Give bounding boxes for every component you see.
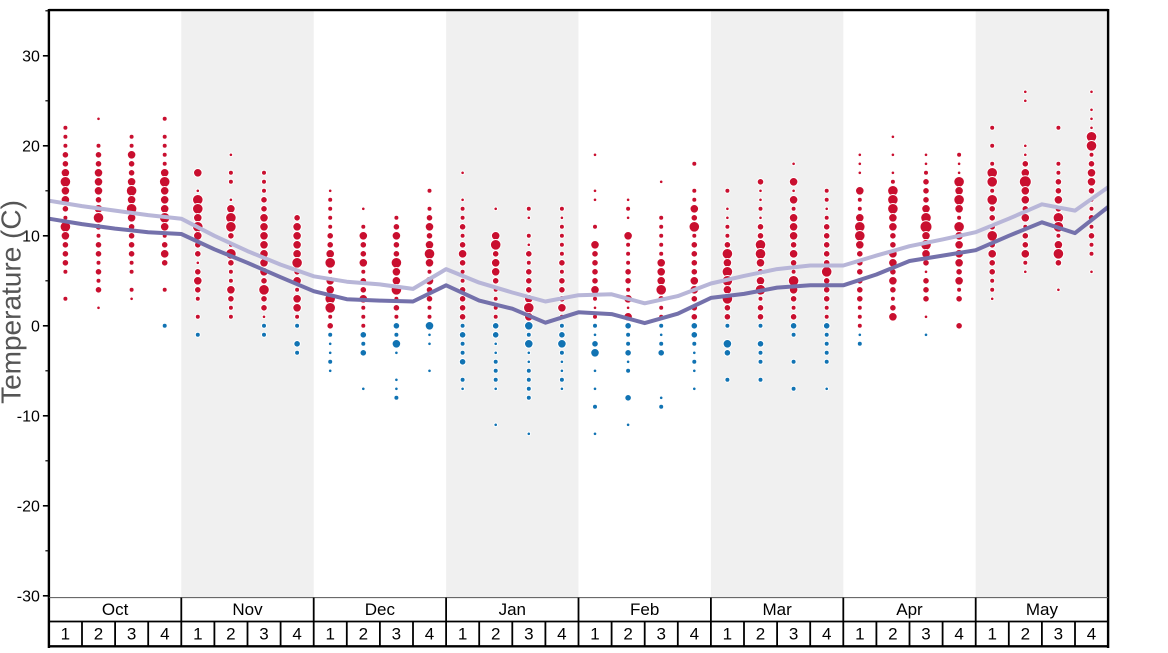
- svg-text:4: 4: [1087, 625, 1096, 644]
- svg-text:2: 2: [94, 625, 103, 644]
- svg-text:1: 1: [61, 625, 70, 644]
- svg-text:2: 2: [491, 625, 500, 644]
- svg-text:3: 3: [921, 625, 930, 644]
- svg-text:4: 4: [557, 625, 566, 644]
- svg-text:2: 2: [623, 625, 632, 644]
- svg-text:4: 4: [292, 625, 301, 644]
- svg-text:1: 1: [193, 625, 202, 644]
- svg-text:2: 2: [226, 625, 235, 644]
- svg-text:Nov: Nov: [232, 600, 263, 619]
- svg-text:3: 3: [656, 625, 665, 644]
- svg-text:4: 4: [425, 625, 434, 644]
- svg-text:3: 3: [392, 625, 401, 644]
- svg-text:Dec: Dec: [365, 600, 396, 619]
- svg-text:-10: -10: [17, 408, 40, 425]
- svg-text:4: 4: [690, 625, 699, 644]
- svg-text:1: 1: [458, 625, 467, 644]
- svg-text:-20: -20: [17, 498, 40, 515]
- svg-text:Temperature (C): Temperature (C): [0, 200, 27, 404]
- svg-text:30: 30: [22, 48, 40, 65]
- svg-text:10: 10: [22, 228, 40, 245]
- svg-text:2: 2: [1021, 625, 1030, 644]
- svg-text:3: 3: [789, 625, 798, 644]
- svg-text:20: 20: [22, 138, 40, 155]
- svg-text:May: May: [1026, 600, 1059, 619]
- svg-text:2: 2: [888, 625, 897, 644]
- svg-text:Oct: Oct: [102, 600, 129, 619]
- svg-text:1: 1: [987, 625, 996, 644]
- svg-text:3: 3: [127, 625, 136, 644]
- svg-text:Jan: Jan: [499, 600, 526, 619]
- svg-text:4: 4: [160, 625, 169, 644]
- svg-text:1: 1: [325, 625, 334, 644]
- svg-text:3: 3: [1054, 625, 1063, 644]
- svg-text:Feb: Feb: [630, 600, 659, 619]
- svg-text:4: 4: [822, 625, 831, 644]
- svg-text:2: 2: [359, 625, 368, 644]
- svg-text:4: 4: [954, 625, 963, 644]
- svg-text:-30: -30: [17, 588, 40, 605]
- svg-text:2: 2: [756, 625, 765, 644]
- svg-text:1: 1: [723, 625, 732, 644]
- svg-text:Mar: Mar: [762, 600, 792, 619]
- svg-text:3: 3: [524, 625, 533, 644]
- svg-text:Apr: Apr: [896, 600, 923, 619]
- svg-text:0: 0: [31, 318, 40, 335]
- svg-text:3: 3: [259, 625, 268, 644]
- svg-text:1: 1: [855, 625, 864, 644]
- svg-text:1: 1: [590, 625, 599, 644]
